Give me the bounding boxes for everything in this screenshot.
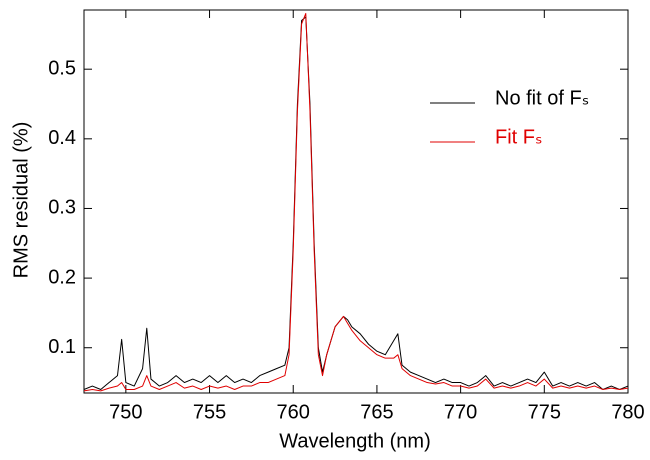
- series-line: [83, 16, 629, 391]
- y-tick-label: 0.4: [48, 127, 76, 149]
- series-line: [83, 12, 629, 392]
- x-axis-label: Wavelength (nm): [279, 430, 431, 452]
- y-tick-label: 0.2: [48, 266, 76, 288]
- legend-label: Fit Fₛ: [495, 126, 542, 148]
- y-tick-label: 0.5: [48, 57, 76, 79]
- y-axis-label: RMS residual (%): [10, 122, 32, 279]
- x-tick-label: 780: [611, 401, 644, 423]
- x-tick-label: 750: [109, 401, 142, 423]
- y-tick-label: 0.3: [48, 197, 76, 219]
- x-tick-label: 760: [277, 401, 310, 423]
- x-tick-label: 755: [193, 401, 226, 423]
- x-tick-label: 775: [528, 401, 561, 423]
- y-tick-label: 0.1: [48, 336, 76, 358]
- plot-frame: [83, 9, 629, 394]
- x-tick-label: 765: [360, 401, 393, 423]
- legend-label: No fit of Fₛ: [495, 87, 589, 109]
- x-tick-label: 770: [444, 401, 477, 423]
